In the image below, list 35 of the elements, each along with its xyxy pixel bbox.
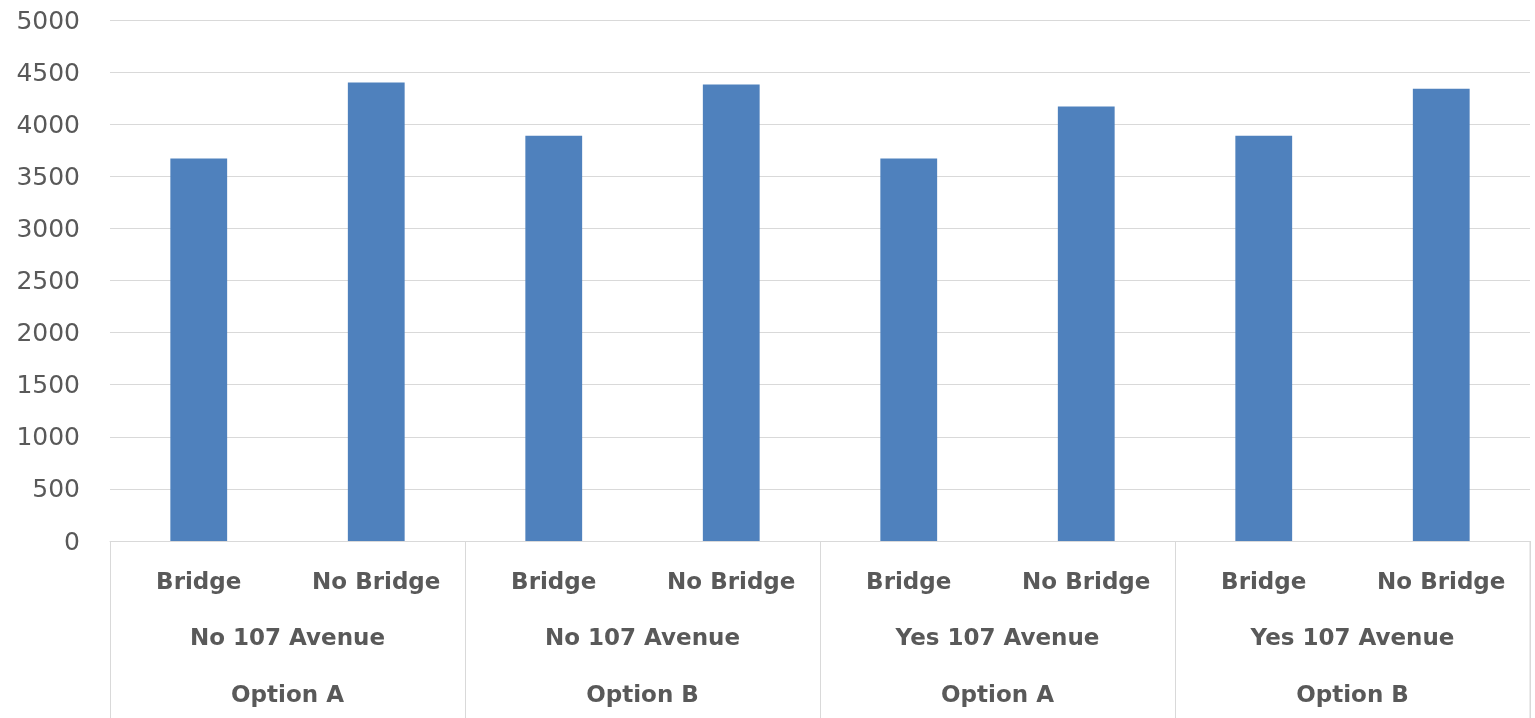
x-tick-label: Bridge (866, 567, 952, 594)
text: Option B (1296, 681, 1409, 707)
y-tick-label: 4500 (16, 57, 80, 87)
x-tick-label: Bridge (156, 567, 242, 594)
text: Yes 107 Avenue (1249, 624, 1455, 650)
x-tick-label: Bridge (1221, 567, 1307, 594)
bar (1057, 106, 1115, 541)
bar (1235, 135, 1293, 541)
y-tick-label: 500 (32, 474, 80, 504)
bar (525, 135, 583, 541)
y-tick-label: 2500 (16, 266, 80, 295)
text: Option B (586, 681, 699, 707)
y-tick-label: 0 (64, 526, 80, 556)
y-tick-label: 3000 (16, 213, 80, 243)
y-tick-label: 1500 (16, 370, 80, 400)
text: No 107 Avenue (190, 624, 385, 650)
text: Option A (231, 681, 345, 707)
y-tick-label: 1000 (16, 422, 80, 452)
y-tick-label: 5000 (16, 5, 80, 35)
x-tick-label: No Bridge (312, 567, 441, 594)
bar (170, 158, 228, 541)
bar (702, 84, 760, 541)
text: Option A (941, 681, 1055, 707)
text: No 107 Avenue (545, 624, 740, 650)
x-tick-label: No Bridge (1377, 567, 1506, 594)
y-tick-label: 3500 (16, 161, 80, 191)
bar (880, 158, 938, 541)
y-tick-label: 2000 (16, 318, 80, 348)
bar (1412, 88, 1470, 541)
y-tick-label: 4000 (16, 109, 80, 139)
bar (347, 82, 405, 541)
text: Yes 107 Avenue (894, 624, 1100, 650)
x-tick-label: Bridge (511, 567, 597, 594)
x-tick-label: No Bridge (667, 567, 796, 594)
x-tick-label: No Bridge (1022, 567, 1151, 594)
